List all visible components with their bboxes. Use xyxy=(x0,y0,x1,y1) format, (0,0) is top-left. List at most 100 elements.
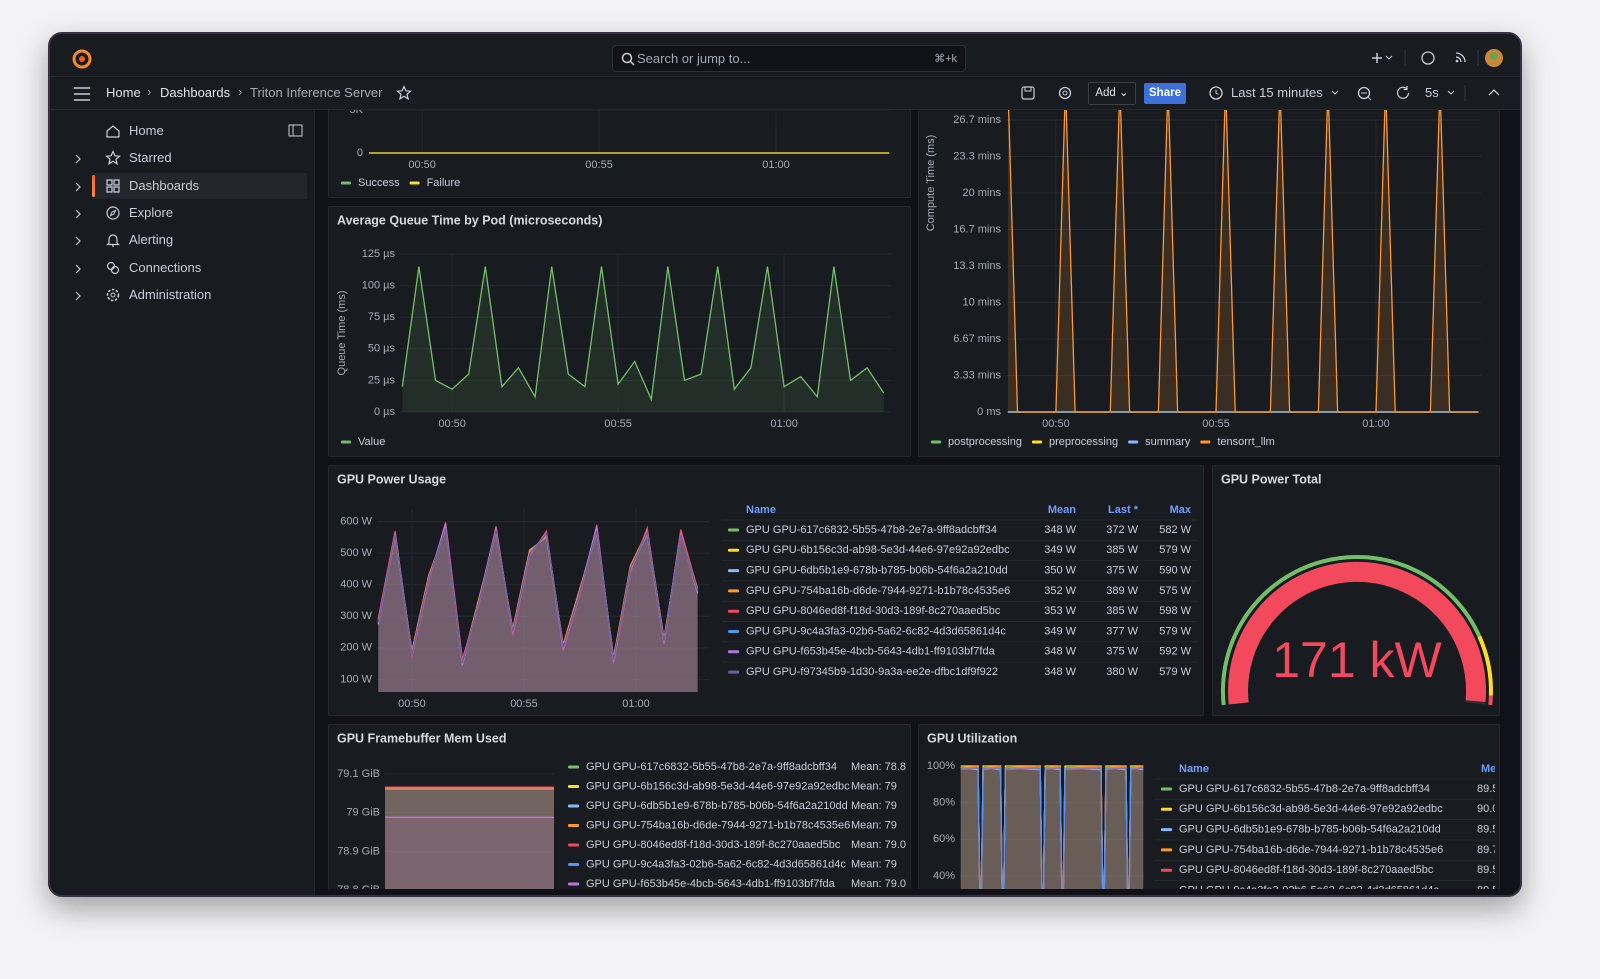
y-tick-label: 20 mins xyxy=(962,187,1001,199)
nav-item[interactable]: Connections xyxy=(75,255,307,281)
y-tick-label: 26.7 mins xyxy=(953,114,1001,126)
table-cell: 349 W xyxy=(1044,625,1076,637)
shortcut: ⌘+k xyxy=(934,53,957,65)
legend-label: preprocessing xyxy=(1049,436,1118,448)
expand-icon[interactable] xyxy=(74,209,82,219)
y-tick-label: 5K xyxy=(350,110,364,116)
menu-icon[interactable] xyxy=(72,86,92,102)
nav-item[interactable]: Alerting xyxy=(75,227,307,253)
y-tick-label: 300 W xyxy=(340,610,372,622)
legend-mean: Mean: 79 xyxy=(851,800,897,812)
expand-icon[interactable] xyxy=(74,291,82,301)
area-fill xyxy=(385,788,554,889)
grafana-logo[interactable] xyxy=(70,47,94,71)
toolbar: Home › Dashboards › Triton Inference Ser… xyxy=(50,77,1520,110)
breadcrumb[interactable]: Dashboards xyxy=(160,85,231,100)
y-tick-label: 100 W xyxy=(340,673,372,685)
nav-item[interactable]: Starred xyxy=(75,145,307,171)
x-tick-label: 00:55 xyxy=(585,159,613,171)
legend-label: GPU GPU-754ba16b-d6de-7944-9271-b1b78c45… xyxy=(586,819,850,831)
refresh-interval[interactable]: 5s xyxy=(1425,85,1439,100)
legend-label: postprocessing xyxy=(948,436,1022,448)
table-cell: 592 W xyxy=(1159,646,1191,658)
y-tick-label: 600 W xyxy=(340,516,372,528)
table-header: Last * xyxy=(1108,504,1139,516)
x-tick-label: 00:55 xyxy=(604,418,632,430)
table-cell: 349 W xyxy=(1044,544,1076,556)
expand-icon[interactable] xyxy=(74,264,82,274)
x-tick-label: 01:00 xyxy=(622,698,650,710)
nav-item[interactable]: Administration xyxy=(75,282,307,308)
table-cell: 385 W xyxy=(1106,605,1138,617)
y-tick-label: 23.3 mins xyxy=(953,150,1001,162)
legend-label: GPU GPU-6db5b1e9-678b-b785-b06b-54f6a2a2… xyxy=(586,800,848,812)
y-tick-label: 0 µs xyxy=(374,406,396,418)
area-fill xyxy=(378,528,698,692)
y-tick-label: 0 xyxy=(357,147,363,159)
legend-label: GPU GPU-617c6832-5b55-47b8-2e7a-9ff8adcb… xyxy=(586,761,837,773)
area-fill xyxy=(385,789,554,889)
table-cell: GPU GPU-6b156c3d-ab98-5e3d-44e6-97e92a92… xyxy=(1179,803,1443,815)
nav-label: Connections xyxy=(129,259,202,275)
table-cell: 352 W xyxy=(1044,585,1076,597)
expand-icon[interactable] xyxy=(74,154,82,164)
y-tick-label: 6.67 mins xyxy=(953,333,1001,345)
series-line xyxy=(960,767,1144,889)
x-tick-label: 00:50 xyxy=(1042,418,1070,430)
y-tick-label: 78.8 GiB xyxy=(337,884,380,889)
expand-icon[interactable] xyxy=(74,182,82,192)
legend-label: Success xyxy=(358,177,400,189)
nav-icon xyxy=(106,261,120,274)
table-cell: GPU GPU-6b156c3d-ab98-5e3d-44e6-97e92a92… xyxy=(746,544,1010,556)
table-header: Name xyxy=(1179,763,1209,775)
search-placeholder: Search or jump to... xyxy=(637,51,751,66)
legend-mean: Mean: 79.0 xyxy=(851,878,906,889)
y-tick-label: 40% xyxy=(933,870,955,882)
table-cell: 590 W xyxy=(1159,565,1191,577)
time-range[interactable]: Last 15 minutes xyxy=(1231,85,1323,100)
area-fill xyxy=(385,817,554,889)
legend-swatch xyxy=(341,181,351,185)
table-cell: GPU GPU-9c4a3fa3-02b6-5a62-6c82-4d3d6586… xyxy=(746,625,1006,637)
area-fill xyxy=(385,787,554,889)
breadcrumb[interactable]: Triton Inference Server xyxy=(250,85,383,100)
area-fill xyxy=(378,528,698,692)
y-tick-label: 60% xyxy=(933,833,955,845)
legend-swatch xyxy=(568,765,579,769)
y-tick-label: 79.1 GiB xyxy=(337,768,380,780)
table-cell: 377 W xyxy=(1106,625,1138,637)
y-axis-title: Compute Time (ms) xyxy=(925,135,937,232)
chart: GPU Power Usage 100 W 200 W 300 W 400 W 500 W… xyxy=(337,472,1197,710)
table-cell: 350 W xyxy=(1044,565,1076,577)
nav-item[interactable]: Explore xyxy=(75,200,307,226)
star-icon[interactable] xyxy=(396,85,412,101)
nav-label: Dashboards xyxy=(129,177,200,193)
collapse-icon[interactable] xyxy=(1486,85,1502,101)
add-button[interactable]: Add ⌄ xyxy=(1088,82,1136,105)
time-icons[interactable] xyxy=(1330,85,1470,101)
area-fill xyxy=(385,787,554,889)
share-button[interactable]: Share xyxy=(1144,83,1186,104)
panel: 0 5K 00:50 00:55 01:00 Success Failure xyxy=(328,110,911,198)
expand-icon[interactable] xyxy=(74,236,82,246)
breadcrumb[interactable]: Home xyxy=(106,85,141,100)
nav-label: Administration xyxy=(129,286,212,302)
x-tick-label: 00:55 xyxy=(1202,418,1230,430)
table-cell: 375 W xyxy=(1106,565,1138,577)
dock-icon[interactable] xyxy=(288,124,304,138)
top-icons[interactable] xyxy=(1368,48,1508,68)
nav-item[interactable]: Dashboards xyxy=(75,172,307,199)
nav-item[interactable]: Home xyxy=(92,118,307,144)
y-tick-label: 16.7 mins xyxy=(953,223,1001,235)
panel-title: GPU Power Total xyxy=(1221,472,1321,486)
y-axis-title: Queue Time (ms) xyxy=(336,291,348,376)
legend-label: Value xyxy=(358,436,385,448)
panel-title: GPU Power Usage xyxy=(337,472,446,486)
toolbar-icons[interactable] xyxy=(1020,85,1080,101)
area-fill xyxy=(378,524,698,692)
search-icon xyxy=(621,52,635,66)
legend-swatch xyxy=(728,548,739,552)
gauge-value: 171 kW xyxy=(1272,632,1442,688)
search-box[interactable]: Search or jump to... ⌘+k xyxy=(612,45,966,72)
